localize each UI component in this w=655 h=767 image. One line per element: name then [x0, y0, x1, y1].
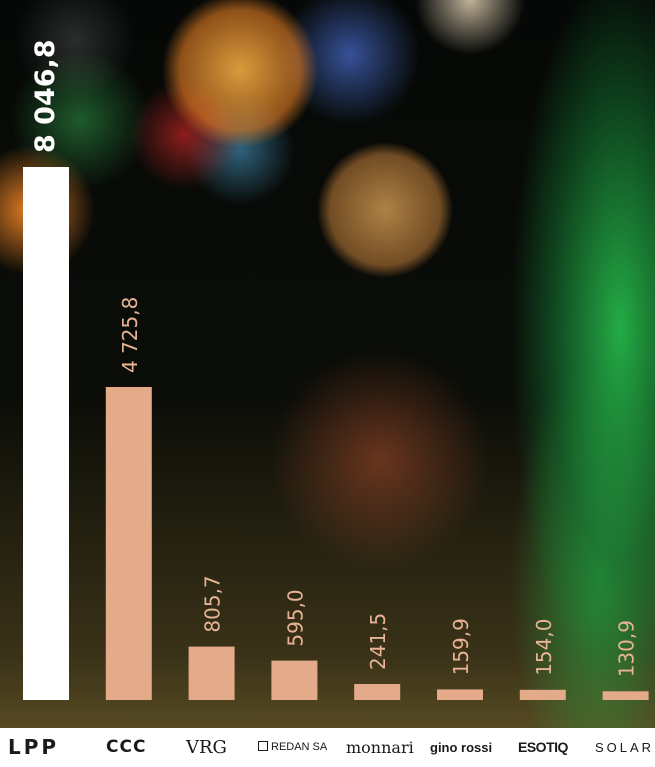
- esotiq-logo: ESOTIQ: [518, 739, 568, 755]
- redan-logo: REDAN SA: [258, 728, 327, 767]
- vrg-logo: VRG: [186, 737, 227, 758]
- value-label-solar: 130,9: [615, 620, 639, 677]
- redan-logo-text: REDAN SA: [271, 741, 328, 753]
- value-label-monnari: 241,5: [366, 613, 390, 670]
- value-label-ccc: 4 725,8: [118, 297, 142, 373]
- value-label-redan-sa: 595,0: [283, 589, 307, 646]
- company-logo-strip: LPP CCC VRG REDAN SA monnari gino rossi …: [0, 728, 655, 767]
- bar-esotiq: [519, 689, 566, 700]
- bar-monnari: [354, 684, 401, 700]
- bar-ccc: [105, 387, 152, 700]
- bar-vrg: [188, 646, 235, 700]
- monnari-logo: monnari: [346, 738, 414, 757]
- bar-solar: [602, 691, 649, 700]
- value-label-vrg: 805,7: [201, 575, 225, 632]
- bar-redan-sa: [271, 660, 318, 700]
- value-label-lpp: 8 046,8: [30, 39, 61, 153]
- value-label-gino-rossi: 159,9: [449, 618, 473, 675]
- value-label-esotiq: 154,0: [532, 619, 556, 676]
- solar-logo: SOLAR: [595, 740, 655, 755]
- lpp-logo: LPP: [8, 735, 60, 759]
- bar-chart: 8 046,8 4 725,8 805,7 595,0 241,5 159,9 154,0 1…: [23, 39, 649, 700]
- bar-lpp: [23, 167, 69, 700]
- ccc-logo: CCC: [106, 737, 147, 757]
- redan-mark-icon: [258, 741, 268, 751]
- gino-rossi-logo: gino rossi: [430, 740, 493, 755]
- bar-gino-rossi: [437, 689, 483, 700]
